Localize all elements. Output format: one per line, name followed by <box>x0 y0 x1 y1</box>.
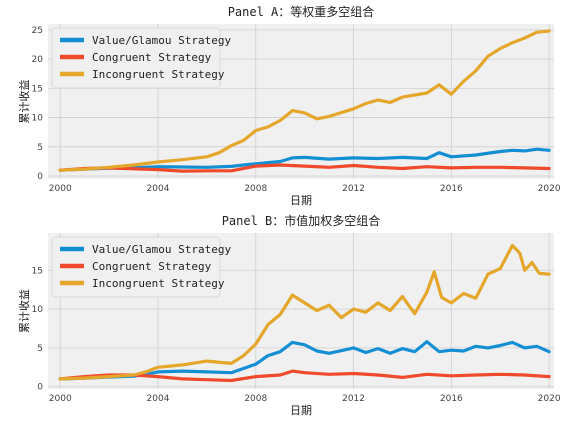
x-tick-label: 2004 <box>147 394 170 404</box>
x-axis-label: 日期 <box>290 404 312 417</box>
y-tick-label: 10 <box>32 114 44 124</box>
legend-label: Incongruent Strategy <box>92 277 225 290</box>
x-tick-label: 2004 <box>147 184 170 194</box>
x-tick-label: 2008 <box>244 394 267 404</box>
x-tick-label: 2000 <box>49 184 72 194</box>
legend-label: Value/Glamou Strategy <box>92 34 231 47</box>
x-tick-label: 2016 <box>440 394 463 404</box>
x-tick-label: 2012 <box>342 184 365 194</box>
series-line-3 <box>58 29 551 172</box>
y-tick-label: 5 <box>37 143 43 153</box>
panel-a: 2000 2004 2008 2012 2016 2020 0 5 10 15 20 25 Panel … <box>17 4 561 207</box>
x-tick-label: 2008 <box>244 184 267 194</box>
x-axis-label: 日期 <box>290 194 312 207</box>
x-tick-label: 2016 <box>440 184 463 194</box>
series-line-2 <box>58 163 551 173</box>
y-tick-label: 10 <box>32 305 44 315</box>
y-tick-label: 25 <box>32 26 43 36</box>
y-axis-label: 累计收益 <box>17 80 31 124</box>
legend-label: Incongruent Strategy <box>92 68 225 81</box>
legend-box <box>51 236 221 298</box>
series-line-1 <box>58 340 551 381</box>
x-tick-label: 2020 <box>538 184 561 194</box>
legend-box <box>51 27 221 89</box>
legend: Value/Glamou Strategy Congruent Strategy I… <box>51 236 231 298</box>
x-tick-label: 2020 <box>538 394 561 404</box>
y-tick-label: 15 <box>32 84 43 94</box>
panel-b: 2000 2004 2008 2012 2016 2020 0 5 10 15 Panel B：市值… <box>17 213 561 417</box>
legend-label: Congruent Strategy <box>92 51 212 64</box>
x-tick-label: 2012 <box>342 394 365 404</box>
y-tick-label: 15 <box>32 266 43 276</box>
y-tick-label: 5 <box>37 344 43 354</box>
y-axis-label: 累计收益 <box>17 289 31 333</box>
series-line-1 <box>58 147 551 172</box>
panel-title: Panel B：市值加权多空组合 <box>222 213 381 228</box>
legend-label: Congruent Strategy <box>92 260 212 273</box>
legend: Value/Glamou Strategy Congruent Strategy I… <box>51 27 231 89</box>
legend-label: Value/Glamou Strategy <box>92 243 231 256</box>
series-line-3 <box>58 243 551 381</box>
y-tick-label: 20 <box>32 55 44 65</box>
x-tick-label: 2000 <box>49 394 72 404</box>
y-tick-label: 0 <box>37 172 43 182</box>
series-line-2 <box>58 369 551 383</box>
panel-title: Panel A：等权重多空组合 <box>228 4 375 19</box>
y-tick-label: 0 <box>37 383 43 393</box>
